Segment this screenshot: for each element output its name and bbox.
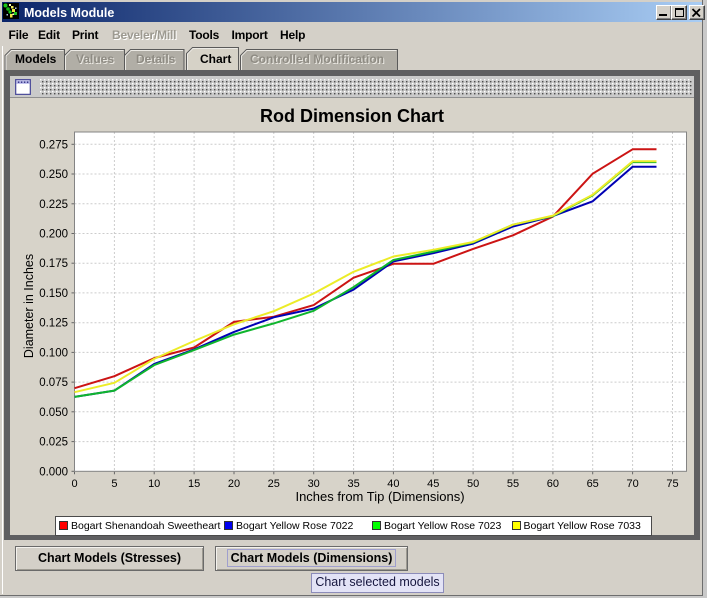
svg-text:45: 45 [427, 478, 439, 490]
svg-text:0: 0 [71, 478, 77, 490]
svg-text:35: 35 [347, 478, 359, 490]
svg-text:0.225: 0.225 [39, 199, 68, 211]
svg-text:75: 75 [666, 478, 678, 490]
svg-text:0.075: 0.075 [39, 377, 68, 389]
svg-text:65: 65 [587, 478, 599, 490]
svg-text:15: 15 [188, 478, 200, 490]
svg-text:60: 60 [547, 478, 559, 490]
svg-text:10: 10 [148, 478, 160, 490]
svg-text:0.150: 0.150 [39, 288, 68, 300]
svg-text:40: 40 [387, 478, 399, 490]
svg-text:70: 70 [626, 478, 638, 490]
svg-text:25: 25 [268, 478, 280, 490]
svg-text:30: 30 [308, 478, 320, 490]
svg-text:5: 5 [111, 478, 117, 490]
svg-text:50: 50 [467, 478, 479, 490]
svg-text:0.000: 0.000 [39, 466, 68, 478]
svg-text:0.250: 0.250 [39, 169, 68, 181]
svg-text:0.050: 0.050 [39, 407, 68, 419]
svg-text:0.175: 0.175 [39, 258, 68, 270]
svg-text:0.025: 0.025 [39, 437, 68, 449]
svg-text:20: 20 [228, 478, 240, 490]
svg-text:0.275: 0.275 [39, 139, 68, 151]
svg-text:0.125: 0.125 [39, 318, 68, 330]
svg-text:0.100: 0.100 [39, 347, 68, 359]
svg-text:55: 55 [507, 478, 519, 490]
svg-text:0.200: 0.200 [39, 229, 68, 241]
